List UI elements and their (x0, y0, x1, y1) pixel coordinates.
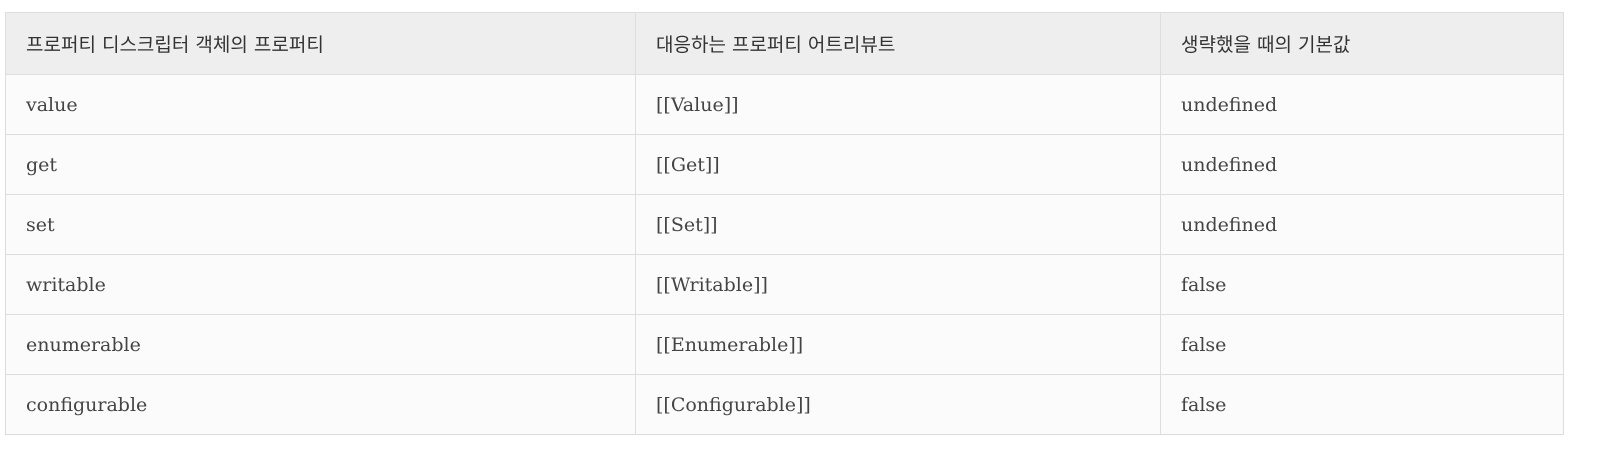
column-header-descriptor-property: 프로퍼티 디스크립터 객체의 프로퍼티 (5, 12, 636, 75)
descriptor-property-cell: value (5, 74, 636, 135)
attribute-cell: [[Get]] (635, 134, 1161, 195)
column-header-default-value: 생략했을 때의 기본값 (1160, 12, 1564, 75)
default-value-cell: false (1160, 314, 1564, 375)
attribute-cell: [[Enumerable]] (635, 314, 1161, 375)
table-row: get [[Get]] undefined (5, 134, 1564, 195)
descriptor-property-cell: configurable (5, 374, 636, 435)
table-row: value [[Value]] undefined (5, 74, 1564, 135)
default-value-cell: undefined (1160, 74, 1564, 135)
table-row: enumerable [[Enumerable]] false (5, 314, 1564, 375)
descriptor-property-cell: get (5, 134, 636, 195)
descriptor-property-cell: writable (5, 254, 636, 315)
default-value-cell: undefined (1160, 194, 1564, 255)
table-body: value [[Value]] undefined get [[Get]] un… (5, 74, 1564, 435)
table-row: configurable [[Configurable]] false (5, 374, 1564, 435)
table-row: writable [[Writable]] false (5, 254, 1564, 315)
attribute-cell: [[Writable]] (635, 254, 1161, 315)
table-header: 프로퍼티 디스크립터 객체의 프로퍼티 대응하는 프로퍼티 어트리뷰트 생략했을… (5, 12, 1564, 75)
default-value-cell: undefined (1160, 134, 1564, 195)
default-value-cell: false (1160, 254, 1564, 315)
column-header-attribute: 대응하는 프로퍼티 어트리뷰트 (635, 12, 1161, 75)
attribute-cell: [[Set]] (635, 194, 1161, 255)
attribute-cell: [[Configurable]] (635, 374, 1161, 435)
descriptor-property-cell: set (5, 194, 636, 255)
default-value-cell: false (1160, 374, 1564, 435)
property-attributes-table: 프로퍼티 디스크립터 객체의 프로퍼티 대응하는 프로퍼티 어트리뷰트 생략했을… (5, 12, 1564, 435)
table-row: set [[Set]] undefined (5, 194, 1564, 255)
descriptor-property-cell: enumerable (5, 314, 636, 375)
table-header-row: 프로퍼티 디스크립터 객체의 프로퍼티 대응하는 프로퍼티 어트리뷰트 생략했을… (5, 12, 1564, 75)
attribute-cell: [[Value]] (635, 74, 1161, 135)
property-attributes-table-container: 프로퍼티 디스크립터 객체의 프로퍼티 대응하는 프로퍼티 어트리뷰트 생략했을… (5, 12, 1564, 435)
